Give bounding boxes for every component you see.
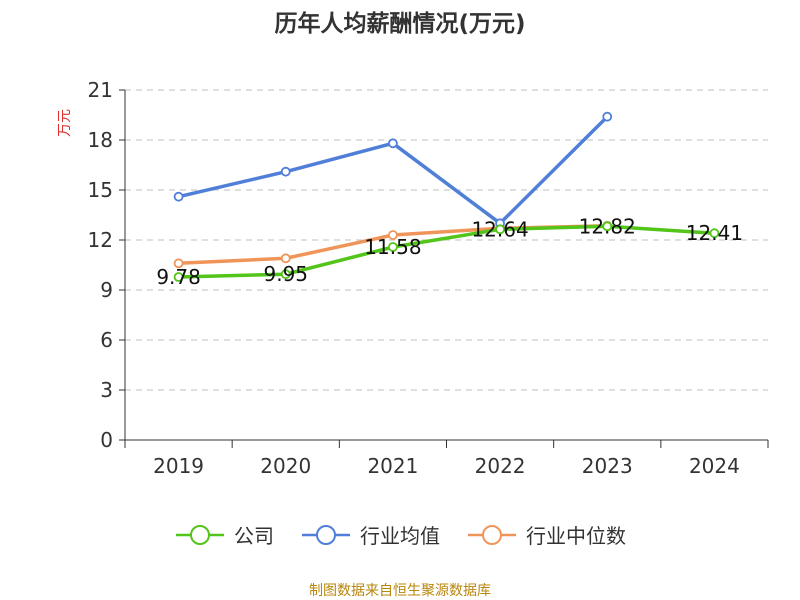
data-label-2023: 12.82 <box>579 214 636 238</box>
y-tick-label-15: 15 <box>88 178 113 202</box>
y-tick-label-21: 21 <box>88 78 113 102</box>
series-0-point-2019 <box>173 272 184 282</box>
legend-swatch-2 <box>468 524 516 545</box>
series-2-point-2020 <box>280 253 291 264</box>
axis-layer: 0 3 6 9 12 15 18 21 2019 2020 2021 2022 2023 2024 <box>88 78 769 478</box>
series-0-point-2021 <box>388 242 398 252</box>
series-0-point-2023 <box>602 221 613 232</box>
x-tick-label-2022: 2022 <box>475 454 526 478</box>
y-axis-label: 万元 <box>57 109 73 137</box>
legend-swatch-marker-0 <box>190 524 210 545</box>
series-2-point-2021 <box>388 230 398 240</box>
data-label-2021: 11.58 <box>364 235 421 259</box>
series-2-point-2019 <box>173 258 184 269</box>
y-tick-label-18: 18 <box>88 128 113 152</box>
series-0-point-2024 <box>709 228 720 239</box>
legend-item-2[interactable]: 行业中位数 <box>466 520 626 549</box>
series-0-point-2020 <box>280 269 291 280</box>
chart-title: 历年人均薪酬情况(万元) <box>274 11 526 37</box>
series-layer <box>173 111 720 282</box>
data-label-2020: 9.95 <box>263 262 308 286</box>
y-tick-label-6: 6 <box>100 328 113 352</box>
legend-label-1: 行业均值 <box>360 524 440 548</box>
series-line-1 <box>176 114 610 226</box>
y-tick-label-9: 9 <box>100 278 113 302</box>
grid-layer <box>125 89 768 391</box>
y-tick-label-3: 3 <box>100 378 113 402</box>
source-note: 制图数据来自恒生聚源数据库 <box>309 583 491 599</box>
x-tick-label-2024: 2024 <box>689 454 740 478</box>
x-tick-label-2020: 2020 <box>260 454 311 478</box>
legend-label-0: 公司 <box>234 524 274 548</box>
series-1-point-2020 <box>280 166 291 177</box>
data-label-2022: 12.64 <box>471 217 528 241</box>
series-0-point-2022 <box>495 224 505 235</box>
data-label-2024: 12.41 <box>686 221 743 245</box>
legend-item-1[interactable]: 行业均值 <box>300 520 440 549</box>
x-tick-label-2023: 2023 <box>582 454 633 478</box>
series-1-point-2023 <box>602 111 613 122</box>
legend: 公司 行业均值 行业中位数 <box>0 520 800 549</box>
legend-swatch-marker-1 <box>316 524 336 545</box>
series-line-0 <box>176 224 717 279</box>
series-1-point-2021 <box>388 138 398 149</box>
y-tick-label-12: 12 <box>88 228 113 252</box>
legend-label-2: 行业中位数 <box>526 524 626 548</box>
series-1-point-2019 <box>173 191 184 202</box>
x-tick-label-2021: 2021 <box>367 454 418 478</box>
legend-swatch-marker-2 <box>482 524 502 545</box>
label-layer: 9.78 9.95 11.58 12.64 12.82 12.41 <box>156 214 743 289</box>
data-label-2019: 9.78 <box>156 265 201 289</box>
legend-swatch-0 <box>176 524 224 545</box>
legend-swatch-1 <box>302 524 350 545</box>
legend-item-0[interactable]: 公司 <box>174 520 274 549</box>
x-tick-label-2019: 2019 <box>153 454 204 478</box>
y-tick-label-0: 0 <box>100 428 113 452</box>
